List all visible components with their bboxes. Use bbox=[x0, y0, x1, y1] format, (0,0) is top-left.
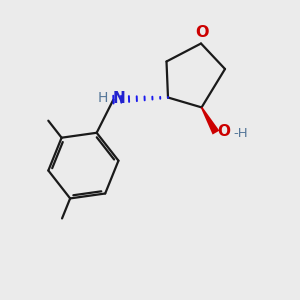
Text: N: N bbox=[113, 91, 126, 106]
Text: O: O bbox=[196, 25, 209, 40]
Polygon shape bbox=[201, 107, 219, 134]
Text: O: O bbox=[218, 124, 230, 139]
Text: H: H bbox=[98, 92, 108, 105]
Text: -H: -H bbox=[233, 127, 248, 140]
